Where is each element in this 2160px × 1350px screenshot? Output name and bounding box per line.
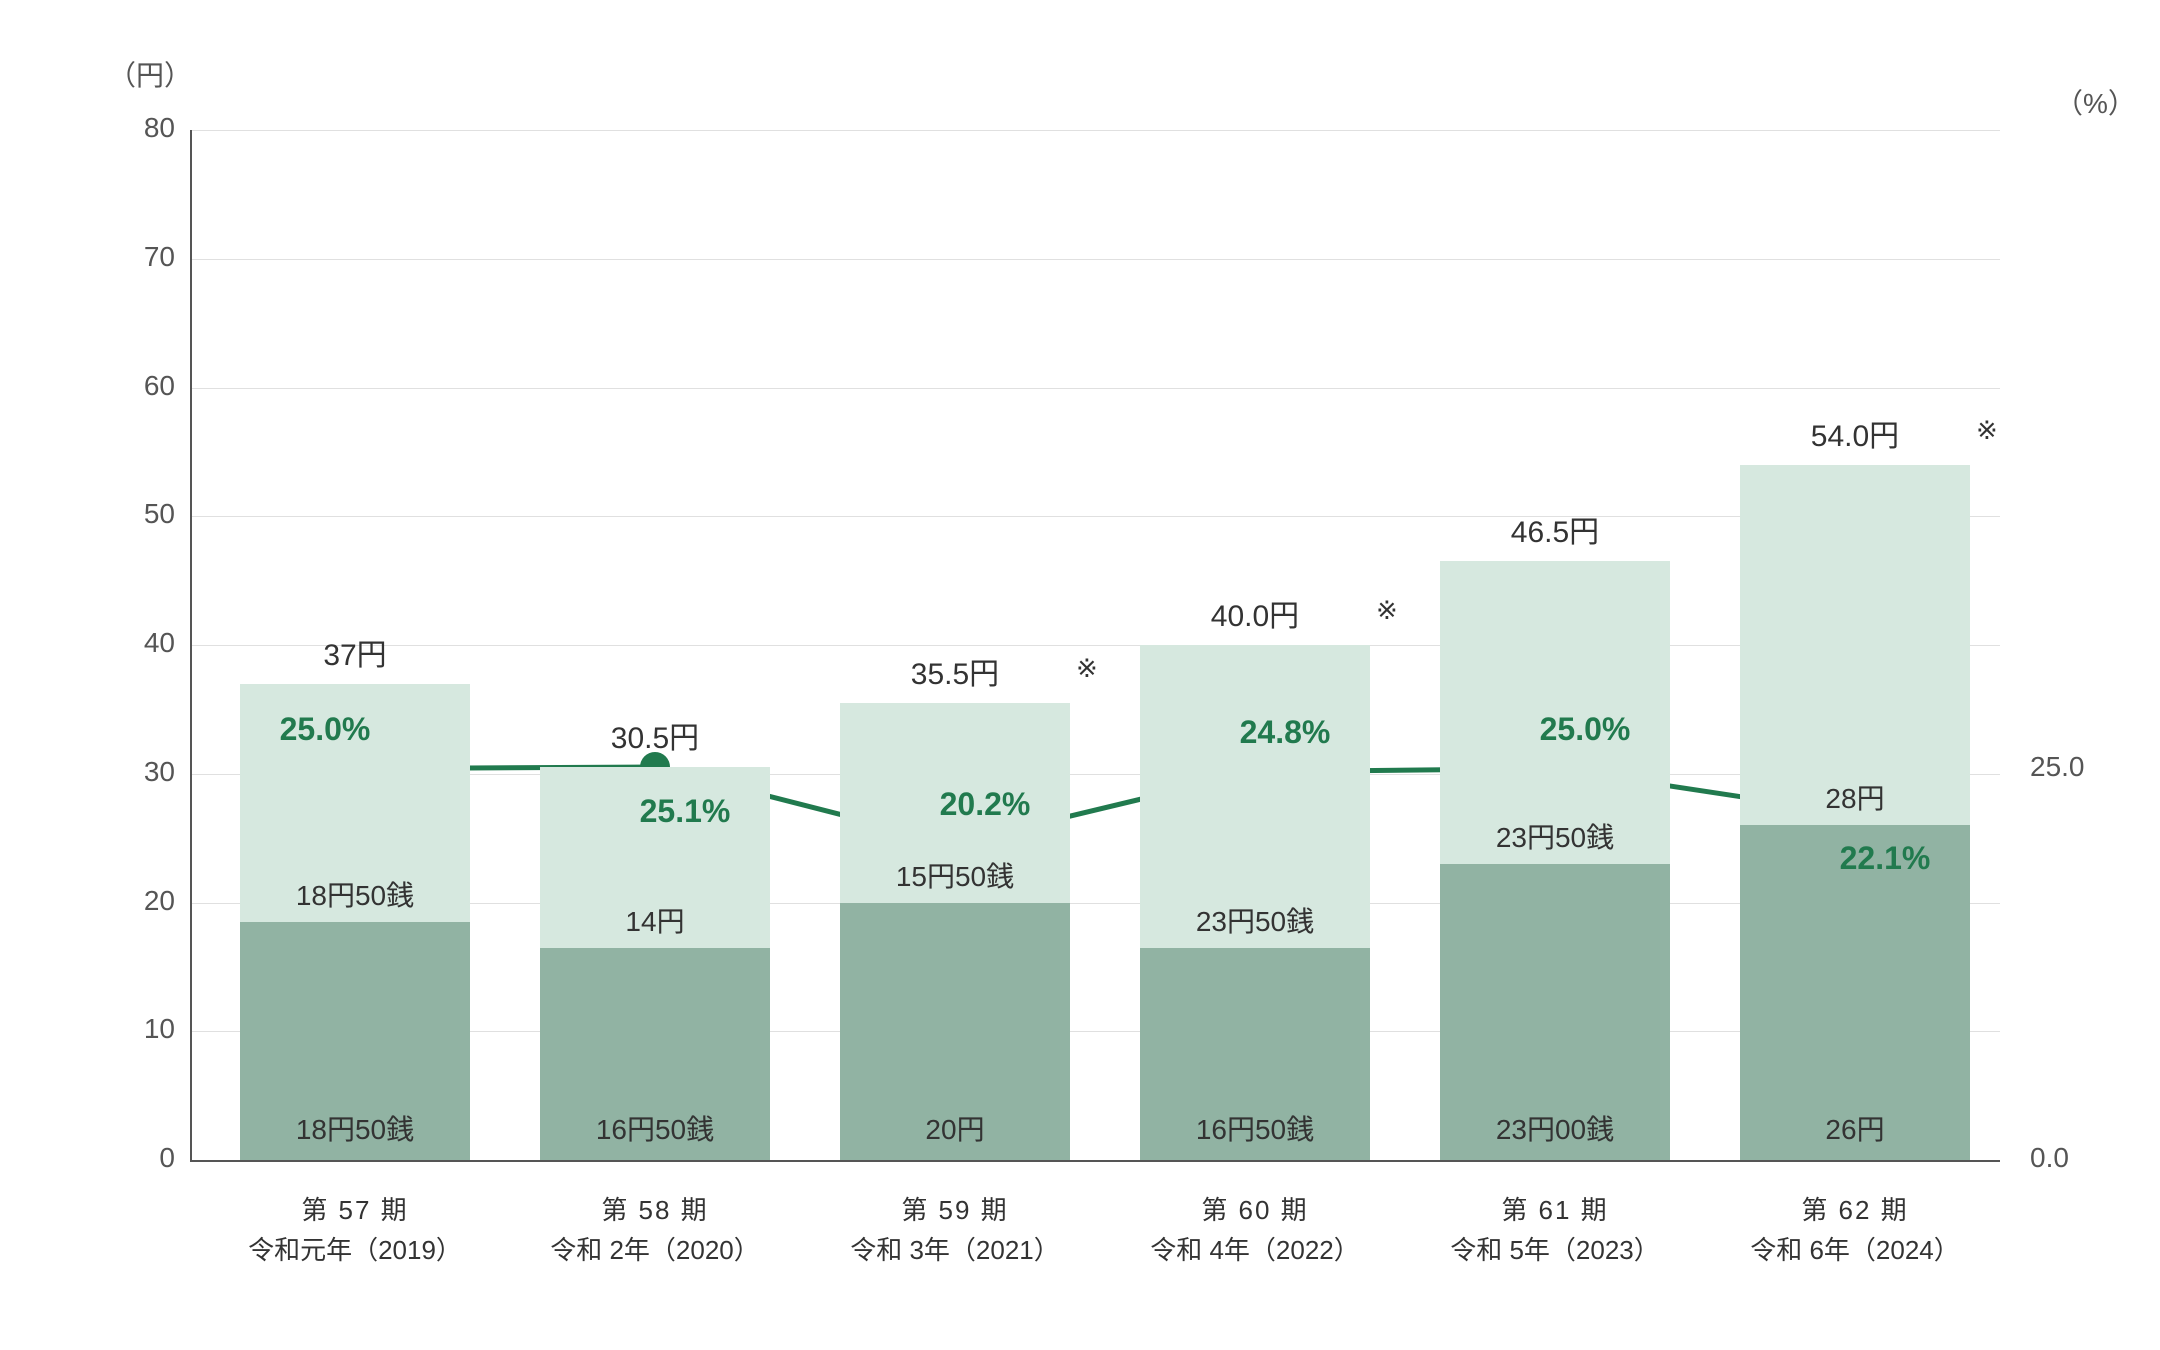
x-axis-line — [190, 1160, 2000, 1162]
bar-total-label: 30.5円 — [540, 713, 770, 757]
x-axis-label-period: 第 61 期 — [1420, 1190, 1690, 1227]
bar-total-label: 54.0円 — [1740, 411, 1970, 455]
y-left-tick: 80 — [115, 112, 175, 144]
x-axis-label-year: 令和 4年（2022） — [1110, 1230, 1400, 1267]
bar-upper-label: 18円50銭 — [240, 874, 470, 914]
x-axis-label-year: 令和 6年（2024） — [1710, 1230, 2000, 1267]
y-left-tick: 20 — [115, 885, 175, 917]
bar-lower-label: 16円50銭 — [540, 1108, 770, 1148]
bar-total-label: 37円 — [240, 630, 470, 674]
x-axis-label-period: 第 58 期 — [520, 1190, 790, 1227]
bar-lower-label: 20円 — [840, 1108, 1070, 1148]
pct-label: 25.0% — [245, 711, 405, 748]
bar-upper-label: 28円 — [1740, 777, 1970, 817]
dividend-chart: （円） （%） 010203040506070800.025.018円50銭18… — [0, 0, 2160, 1350]
pct-label: 25.0% — [1505, 711, 1665, 748]
y-left-tick: 0 — [115, 1142, 175, 1174]
bar-upper-label: 23円50銭 — [1140, 900, 1370, 940]
y-right-tick: 0.0 — [2030, 1142, 2069, 1174]
bar-upper-label: 14円 — [540, 900, 770, 940]
bar-group: 23円00銭 23円50銭 46.5円 — [1440, 130, 1670, 1160]
note-mark: ※ — [1076, 653, 1098, 684]
bar-total-label: 35.5円 — [840, 649, 1070, 693]
bar-upper-label: 15円50銭 — [840, 855, 1070, 895]
y-left-tick: 10 — [115, 1013, 175, 1045]
x-axis-label-year: 令和 5年（2023） — [1410, 1230, 1700, 1267]
bar-group: 26円 28円 54.0円 — [1740, 130, 1970, 1160]
note-mark: ※ — [1376, 595, 1398, 626]
bar-total-label: 40.0円 — [1140, 591, 1370, 635]
x-axis-label-period: 第 60 期 — [1120, 1190, 1390, 1227]
y-right-unit-label: （%） — [2055, 82, 2136, 122]
bar-upper-label: 23円50銭 — [1440, 816, 1670, 856]
note-mark: ※ — [1976, 415, 1998, 446]
y-left-tick: 70 — [115, 241, 175, 273]
y-right-tick: 25.0 — [2030, 751, 2085, 783]
pct-label: 24.8% — [1205, 714, 1365, 751]
x-axis-label-year: 令和元年（2019） — [210, 1230, 500, 1267]
pct-label: 25.1% — [605, 793, 765, 830]
bar-lower-label: 16円50銭 — [1140, 1108, 1370, 1148]
y-left-unit-label: （円） — [108, 54, 192, 94]
x-axis-label-year: 令和 2年（2020） — [510, 1230, 800, 1267]
bar-segment-upper — [1740, 465, 1970, 826]
bar-group: 20円 15円50銭 35.5円 — [840, 130, 1070, 1160]
y-left-tick: 50 — [115, 498, 175, 530]
x-axis-label-period: 第 59 期 — [820, 1190, 1090, 1227]
y-left-tick: 60 — [115, 370, 175, 402]
x-axis-label-year: 令和 3年（2021） — [810, 1230, 1100, 1267]
y-left-axis-line — [190, 130, 192, 1160]
x-axis-label-period: 第 62 期 — [1720, 1190, 1990, 1227]
bar-total-label: 46.5円 — [1440, 507, 1670, 551]
y-left-tick: 40 — [115, 627, 175, 659]
bar-lower-label: 23円00銭 — [1440, 1108, 1670, 1148]
y-left-tick: 30 — [115, 756, 175, 788]
pct-label: 22.1% — [1805, 840, 1965, 877]
x-axis-label-period: 第 57 期 — [220, 1190, 490, 1227]
bar-group: 18円50銭 18円50銭 37円 — [240, 130, 470, 1160]
bar-lower-label: 26円 — [1740, 1108, 1970, 1148]
bar-group: 16円50銭 23円50銭 40.0円 — [1140, 130, 1370, 1160]
pct-label: 20.2% — [905, 786, 1065, 823]
bar-lower-label: 18円50銭 — [240, 1108, 470, 1148]
bar-group: 16円50銭 14円 30.5円 — [540, 130, 770, 1160]
